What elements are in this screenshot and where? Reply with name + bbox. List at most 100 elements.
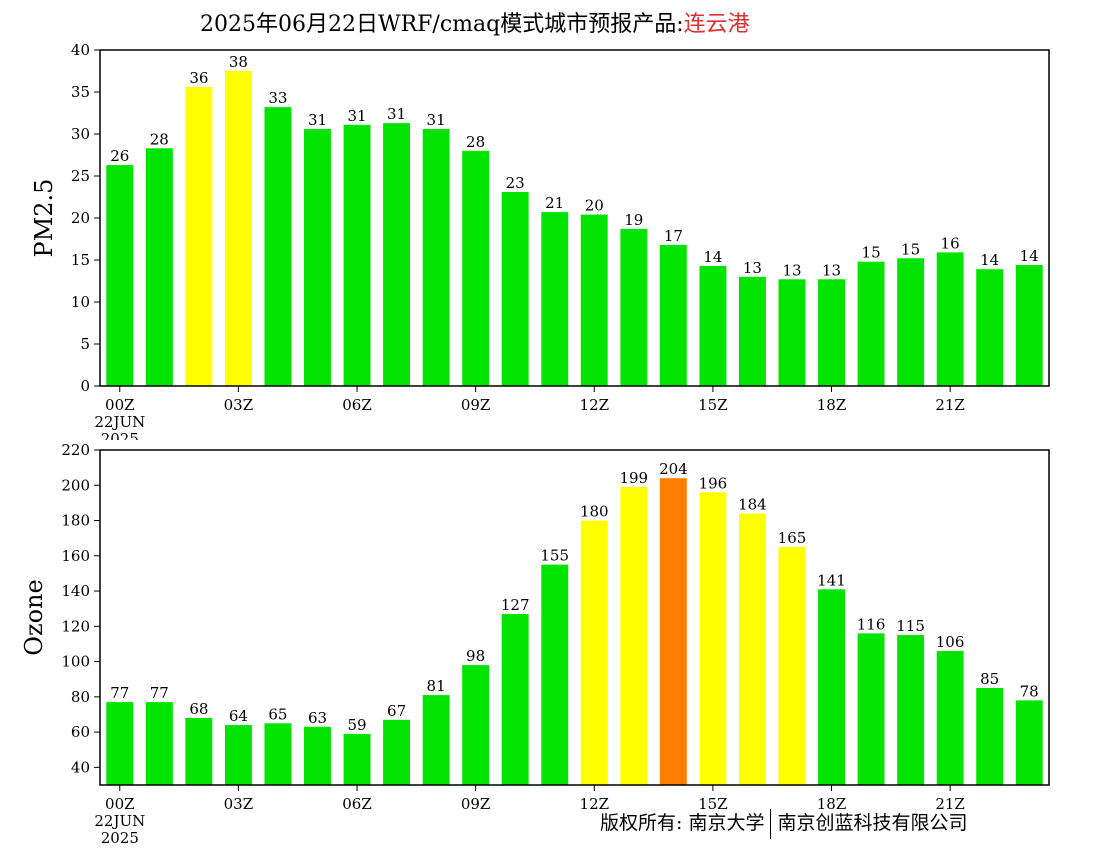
pm25-bar xyxy=(976,269,1004,386)
ozone-bar xyxy=(541,564,569,785)
pm25-bar xyxy=(264,107,292,386)
ozone-value-label: 141 xyxy=(817,571,846,589)
pm25-bar xyxy=(145,148,173,386)
ozone-bar xyxy=(739,513,766,785)
footer-right: 南京创蓝科技有限公司 xyxy=(777,812,968,834)
pm25-value-label: 14 xyxy=(1020,247,1039,265)
ozone-value-label: 59 xyxy=(347,716,366,734)
ozone-y-tick-label: 80 xyxy=(71,688,90,706)
ozone-value-label: 77 xyxy=(110,684,129,702)
pm25-value-label: 16 xyxy=(941,234,960,252)
ozone-plot-frame xyxy=(99,449,1050,786)
pm25-bar xyxy=(106,165,134,386)
ozone-value-label: 199 xyxy=(619,469,648,487)
ozone-x-tick-label: 15Z xyxy=(698,795,728,813)
pm25-bar xyxy=(659,244,687,386)
ozone-x-tick-label: 2025 xyxy=(101,829,139,847)
pm25-value-label: 13 xyxy=(822,261,841,279)
ozone-bar xyxy=(264,723,292,785)
pm25-bar xyxy=(620,228,648,386)
pm25-y-axis-title: PM2.5 xyxy=(30,179,58,258)
pm25-y-tick-label: 0 xyxy=(80,377,90,395)
ozone-bar xyxy=(185,718,213,785)
ozone-bar-chart: 77 77 68 64 65 63 59 67 81 98 127 155 180 199 204 196 18… xyxy=(20,441,1050,847)
pm25-bar xyxy=(422,129,450,386)
ozone-value-label: 85 xyxy=(980,670,999,688)
ozone-value-label: 115 xyxy=(896,617,925,635)
ozone-x-tick-label: 22JUN xyxy=(94,812,145,830)
ozone-value-label: 184 xyxy=(738,496,767,514)
footer-left: 版权所有: 南京大学 xyxy=(600,812,765,834)
ozone-value-label: 106 xyxy=(936,633,965,651)
pm25-y-tick-label: 5 xyxy=(80,335,90,353)
pm25-value-label: 15 xyxy=(862,244,881,262)
pm25-bar xyxy=(897,258,925,386)
pm25-value-label: 31 xyxy=(387,105,406,123)
ozone-value-label: 165 xyxy=(778,529,807,547)
ozone-bar xyxy=(1015,700,1043,785)
pm25-value-label: 28 xyxy=(150,130,169,148)
title-main: 2025年06月22日WRF/cmaq模式城市预报产品: xyxy=(200,12,684,37)
pm25-y-tick-label: 40 xyxy=(71,41,90,59)
pm25-bar xyxy=(541,212,569,386)
pm25-value-label: 17 xyxy=(664,227,683,245)
pm25-y-tick-label: 10 xyxy=(71,293,90,311)
pm25-bar-chart: 26 28 36 38 33 31 31 31 31 28 23 21 20 19 17 14 13 13 13 15… xyxy=(30,41,1050,440)
pm25-x-tick-label: 03Z xyxy=(224,396,254,414)
ozone-value-label: 67 xyxy=(387,702,406,720)
pm25-value-label: 36 xyxy=(189,69,208,87)
pm25-bar xyxy=(225,71,252,386)
title-city: 连云港 xyxy=(683,12,750,37)
pm25-bar xyxy=(304,129,331,386)
ozone-x-tick-label: 06Z xyxy=(342,795,372,813)
ozone-bar xyxy=(304,726,331,785)
pm25-value-label: 14 xyxy=(980,251,999,269)
pm25-bar xyxy=(739,276,766,386)
ozone-bar xyxy=(145,702,173,785)
ozone-x-tick-label: 00Z xyxy=(105,795,135,813)
pm25-bar xyxy=(778,279,806,386)
ozone-value-label: 63 xyxy=(308,709,327,727)
pm25-x-tick-label: 22JUN xyxy=(94,413,145,431)
ozone-bar xyxy=(501,614,529,785)
pm25-value-label: 19 xyxy=(624,211,643,229)
pm25-value-label: 26 xyxy=(110,147,129,165)
pm25-value-label: 31 xyxy=(308,111,327,129)
ozone-value-label: 64 xyxy=(229,707,248,725)
pm25-x-tick-label: 00Z xyxy=(105,396,135,414)
ozone-value-label: 68 xyxy=(189,700,208,718)
ozone-value-label: 98 xyxy=(466,647,485,665)
ozone-x-tick-label: 09Z xyxy=(461,795,491,813)
pm25-y-tick-label: 20 xyxy=(71,209,90,227)
ozone-bar xyxy=(620,487,648,785)
pm25-bar xyxy=(936,252,964,386)
ozone-value-label: 180 xyxy=(580,503,609,521)
ozone-value-label: 127 xyxy=(501,596,530,614)
pm25-value-label: 20 xyxy=(585,197,604,215)
ozone-value-label: 77 xyxy=(150,684,169,702)
ozone-value-label: 81 xyxy=(427,677,446,695)
pm25-bar xyxy=(818,279,845,386)
pm25-bar xyxy=(462,150,490,386)
ozone-value-label: 204 xyxy=(659,460,688,478)
ozone-y-tick-label: 200 xyxy=(61,476,90,494)
pm25-x-tick-label: 06Z xyxy=(342,396,372,414)
ozone-bar xyxy=(383,719,410,785)
pm25-x-tick-label: 2025 xyxy=(101,430,139,440)
ozone-y-tick-label: 100 xyxy=(61,653,90,671)
ozone-value-label: 78 xyxy=(1020,682,1039,700)
ozone-y-axis-title: Ozone xyxy=(20,579,48,655)
copyright-footer: 版权所有: 南京大学 南京创蓝科技有限公司 xyxy=(600,808,967,839)
pm25-value-label: 33 xyxy=(268,89,287,107)
pm25-value-label: 31 xyxy=(347,107,366,125)
ozone-y-tick-label: 160 xyxy=(61,547,90,565)
pm25-y-tick-label: 35 xyxy=(71,83,90,101)
ozone-bar xyxy=(462,665,490,785)
ozone-bar xyxy=(976,688,1004,785)
ozone-y-tick-label: 180 xyxy=(61,512,90,530)
pm25-y-tick-label: 25 xyxy=(71,167,90,185)
ozone-x-tick-label: 12Z xyxy=(580,795,610,813)
ozone-bar xyxy=(106,702,134,785)
ozone-value-label: 196 xyxy=(699,474,728,492)
pm25-bar xyxy=(1015,265,1043,386)
